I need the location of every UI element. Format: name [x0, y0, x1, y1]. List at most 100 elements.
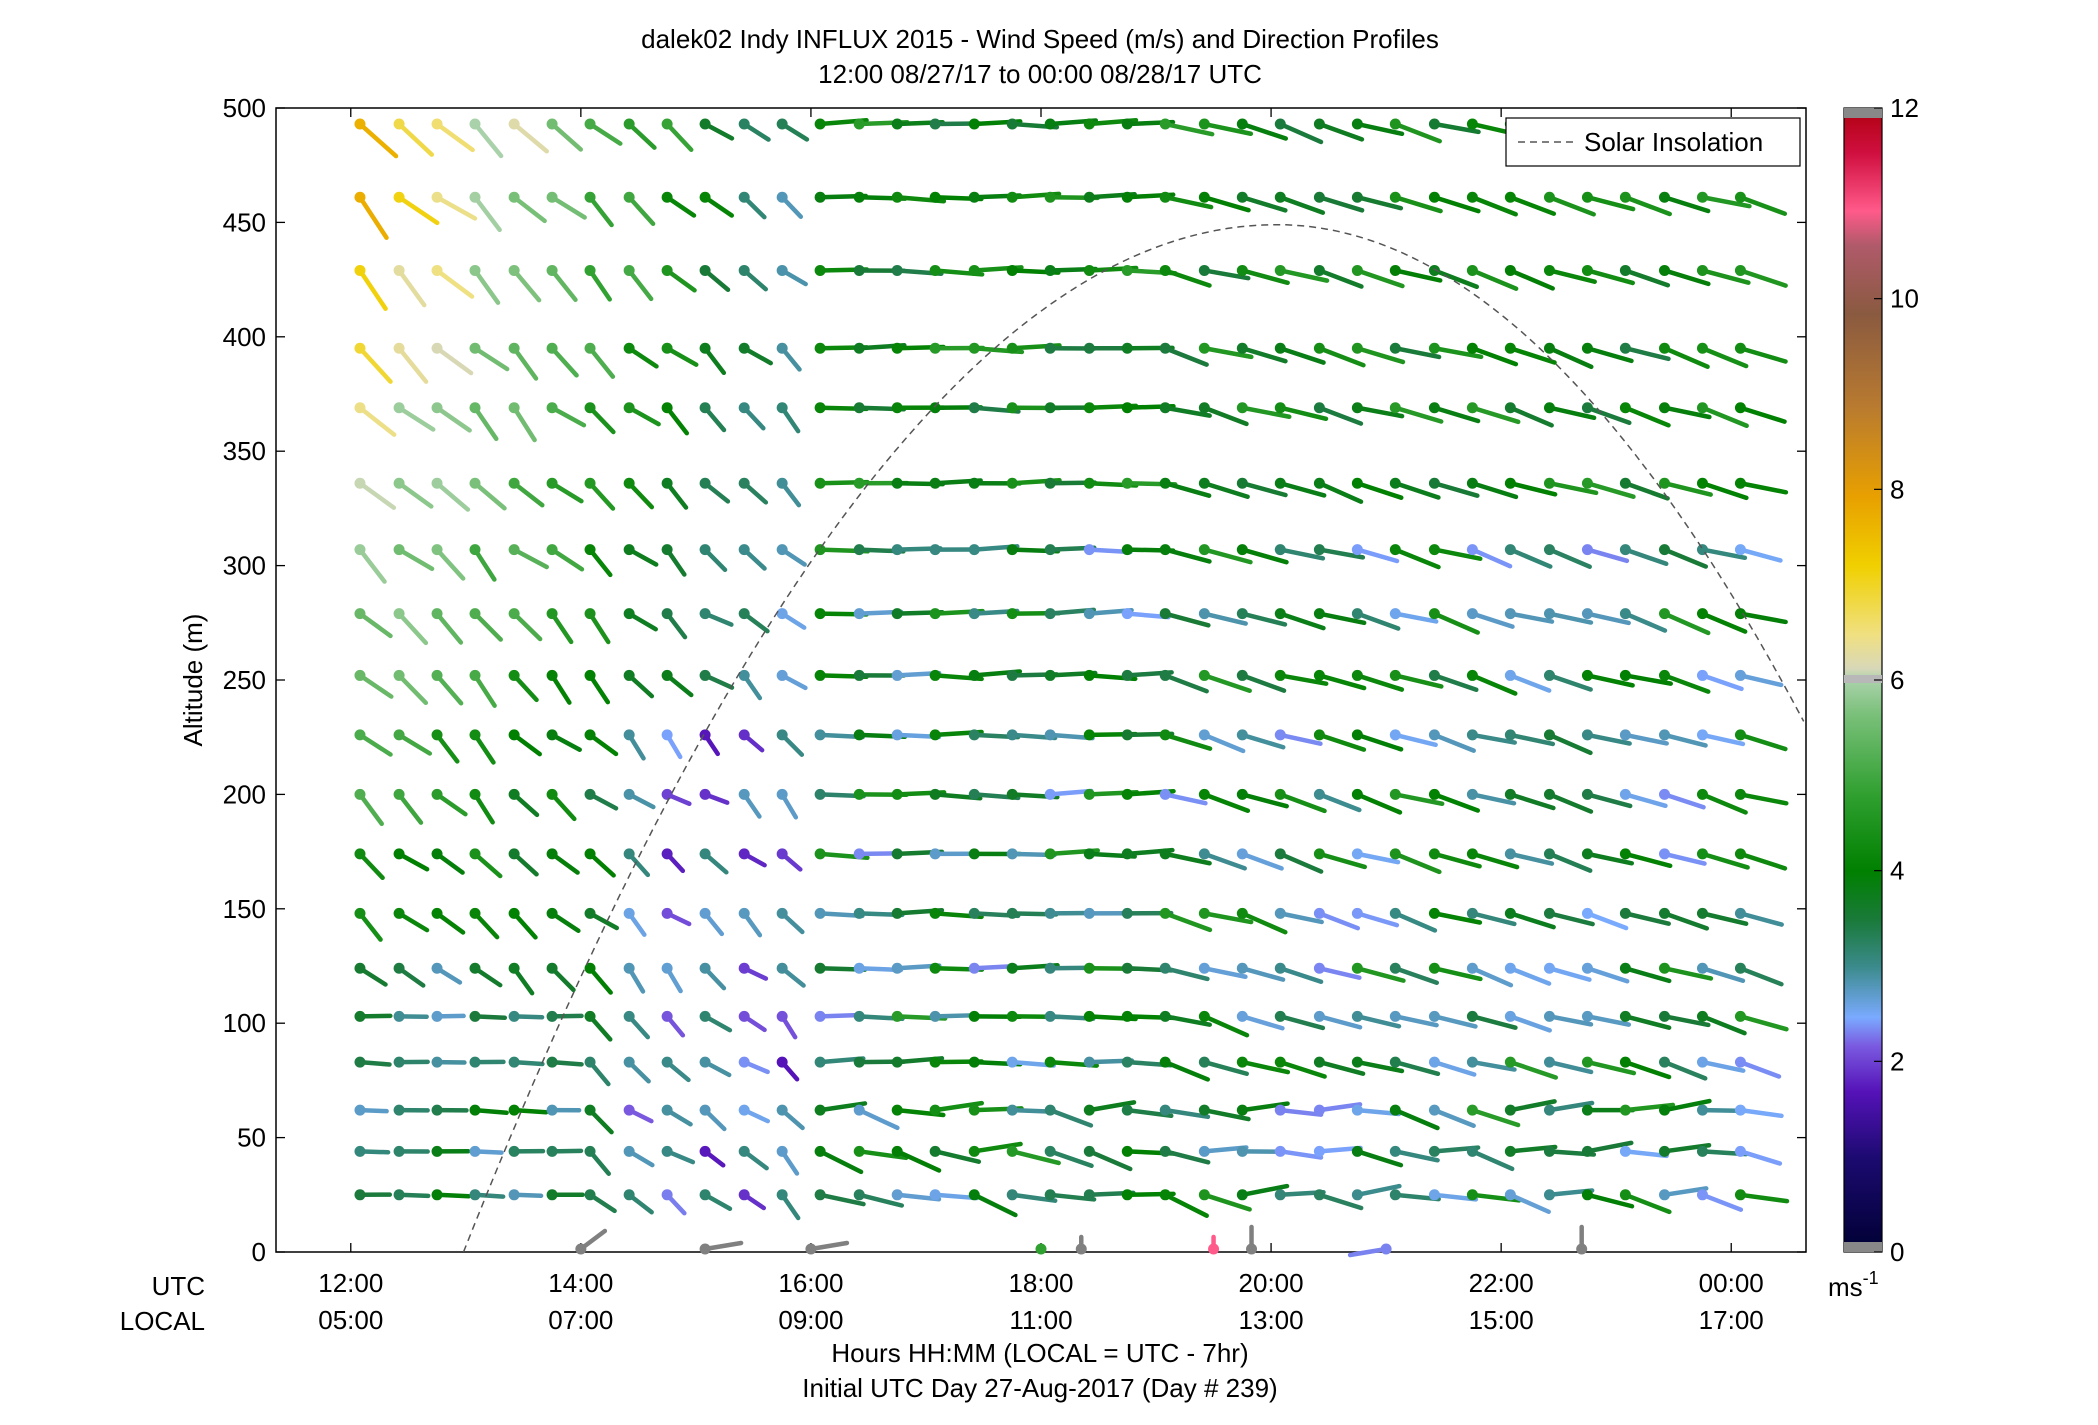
wind-barb-dot [1619, 1104, 1631, 1116]
surface-barb-dot [575, 1243, 587, 1255]
wind-barb-dot [853, 1056, 865, 1068]
wind-barb-shaft [1278, 268, 1330, 283]
wind-barb-shaft [1240, 268, 1290, 286]
wind-barb-dot [1659, 729, 1671, 741]
wind-barb-shaft [549, 480, 584, 504]
wind-barb-dot [1274, 729, 1286, 741]
wind-barb-dot [853, 848, 865, 860]
wind-barb-shaft [1240, 673, 1287, 693]
wind-barb-shaft [1278, 121, 1324, 145]
wind-barb-shaft [1585, 1014, 1632, 1027]
wind-barb-shaft [1278, 792, 1327, 814]
wind-barb-dot [584, 608, 596, 620]
wind-barb-dot [1159, 342, 1171, 354]
wind-barb-shaft [1585, 792, 1633, 809]
wind-barb-dot [469, 608, 481, 620]
wind-barb-dot [623, 402, 635, 414]
wind-barb-dot [1083, 608, 1095, 620]
wind-barb-dot [584, 1189, 596, 1201]
wind-barb-dot [1659, 402, 1671, 414]
wind-barb-dot [1504, 342, 1516, 354]
wind-barb-dot [891, 264, 903, 276]
wind-barb-shaft [1700, 405, 1749, 428]
wind-barb-dot [1466, 402, 1478, 414]
wind-barb-dot [891, 402, 903, 414]
wind-barb-dot [1696, 264, 1708, 276]
wind-barb-dot [1274, 608, 1286, 620]
wind-barb-shaft [511, 673, 539, 703]
wind-barb-dot [929, 608, 941, 620]
wind-barb-dot [1504, 1189, 1516, 1201]
wind-barb-dot [1274, 544, 1286, 556]
wind-barb-dot [1274, 788, 1286, 800]
wind-barb-dot [661, 1010, 673, 1022]
wind-barb-dot [1121, 962, 1133, 974]
wind-barb-shaft [1240, 1059, 1291, 1075]
wind-barb-shaft [1700, 1014, 1747, 1036]
wind-barb-shaft [1317, 547, 1366, 560]
wind-barb-dot [623, 608, 635, 620]
wind-barb-dot [929, 544, 941, 556]
wind-barb-dot [853, 669, 865, 681]
wind-barb-dot [584, 1145, 596, 1157]
wind-barb-dot [891, 788, 903, 800]
wind-barb-shaft [1432, 1107, 1476, 1128]
wind-barb-shaft [1738, 611, 1788, 625]
wind-barb-dot [393, 1145, 405, 1157]
y-tick-label: 200 [223, 779, 266, 809]
wind-barb-shaft [1738, 1149, 1783, 1166]
wind-barb-shaft [1547, 673, 1593, 692]
wind-barb-dot [1313, 788, 1325, 800]
x-tick-label-utc: 16:00 [778, 1268, 843, 1298]
wind-barb-dot [354, 1145, 366, 1157]
wind-barb-dot [469, 1010, 481, 1022]
wind-barb-shaft [1508, 547, 1553, 569]
wind-barb-shaft [1393, 611, 1439, 624]
wind-barb-dot [776, 608, 788, 620]
wind-barb-dot [431, 848, 443, 860]
wind-barb-shaft [1162, 1059, 1211, 1082]
wind-barb-dot [853, 191, 865, 203]
wind-barb-shaft [1202, 966, 1248, 979]
wind-barb-dot [1083, 669, 1095, 681]
wind-barb-shaft [1355, 966, 1406, 983]
wind-barb-shaft [1432, 480, 1480, 498]
wind-barb-dot [431, 1189, 443, 1201]
wind-barb-shaft [1432, 673, 1479, 693]
wind-barb-shaft [1508, 405, 1554, 428]
wind-barb-dot [738, 1056, 750, 1068]
wind-barb-dot [584, 729, 596, 741]
wind-barb-shaft [357, 732, 393, 757]
wind-barb-dot [738, 477, 750, 489]
wind-barb-dot [1083, 1189, 1095, 1201]
wind-barb-shaft [1278, 1107, 1324, 1117]
wind-barb-shaft [472, 480, 507, 511]
wind-barb-dot [1619, 191, 1631, 203]
wind-barb-shaft [1623, 1149, 1669, 1159]
wind-barb-dot [1504, 1010, 1516, 1022]
wind-barb-dot [1159, 264, 1171, 276]
wind-barb-dot [814, 788, 826, 800]
wind-barb-dot [431, 1104, 443, 1116]
wind-barb-shaft [472, 792, 495, 825]
wind-barb-dot [1466, 477, 1478, 489]
wind-barb-dot [1581, 264, 1593, 276]
wind-barb-shaft [1240, 732, 1286, 750]
wind-barb-dot [1504, 729, 1516, 741]
y-tick-label: 500 [223, 93, 266, 123]
wind-barb-shaft [1623, 732, 1669, 746]
wind-barb-dot [1581, 788, 1593, 800]
wind-barb-dot [1581, 669, 1593, 681]
wind-barb-dot [1696, 729, 1708, 741]
wind-barb-shaft [1508, 732, 1556, 747]
wind-barb-dot [1236, 1104, 1248, 1116]
wind-barb-shaft [1738, 732, 1788, 752]
wind-barb-dot [1389, 962, 1401, 974]
wind-barb-dot [1159, 848, 1171, 860]
wind-barb-shaft [1700, 732, 1746, 747]
wind-barb-shaft [1662, 1098, 1712, 1113]
wind-barb-dot [1659, 1056, 1671, 1068]
wind-barb-dot [1274, 402, 1286, 414]
wind-barb-shaft [1623, 194, 1672, 217]
wind-barb-dot [508, 1145, 520, 1157]
